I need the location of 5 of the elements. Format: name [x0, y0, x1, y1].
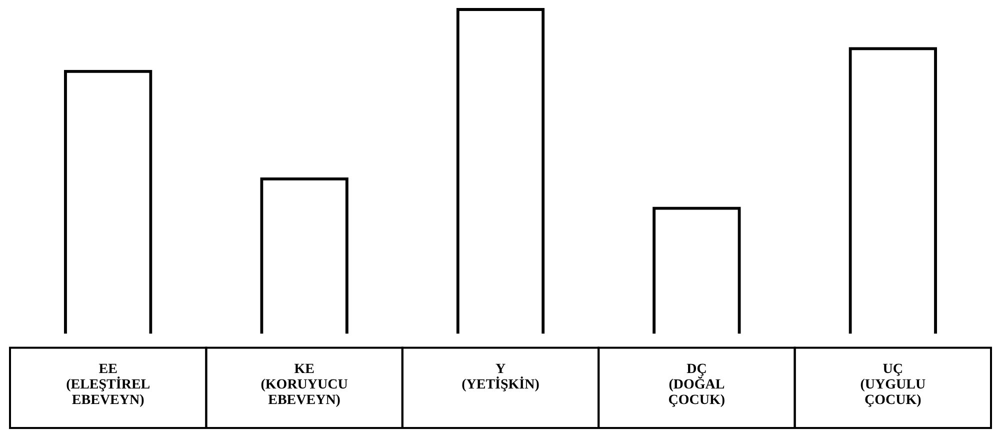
- x-tick-label: UÇ (UYGULU ÇOCUK): [860, 362, 926, 408]
- x-tick-label: DÇ (DOĞAL ÇOCUK): [668, 362, 726, 408]
- x-tick-label: EE (ELEŞTİREL EBEVEYN): [66, 362, 150, 408]
- x-tick-label: Y (YETİŞKİN): [462, 362, 540, 393]
- x-tick-label: KE (KORUYUCU EBEVEYN): [260, 362, 348, 408]
